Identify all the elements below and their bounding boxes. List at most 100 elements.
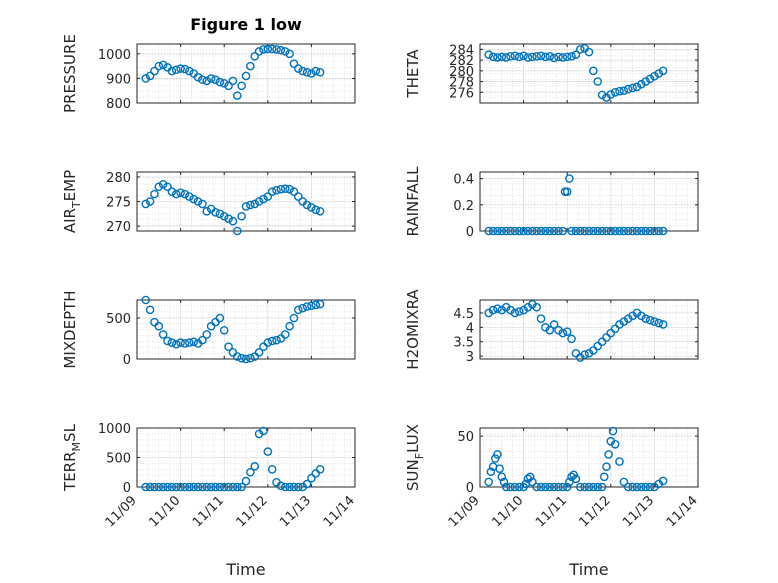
- y-tick-label: 1000: [98, 422, 131, 437]
- axes-box: [136, 299, 356, 360]
- data-point: [484, 226, 494, 236]
- data-point: [158, 179, 168, 189]
- data-point: [584, 47, 594, 57]
- data-point: [632, 226, 642, 236]
- data-point: [289, 313, 299, 323]
- data-point: [272, 185, 281, 195]
- data-point: [567, 334, 576, 344]
- data-point: [490, 454, 500, 463]
- y-axis-label-main: MIXDEPTH: [61, 290, 79, 368]
- data-point: [228, 76, 238, 86]
- data-point: [541, 52, 550, 62]
- data-point: [185, 192, 194, 201]
- data-point: [637, 79, 646, 89]
- data-point: [167, 187, 177, 196]
- data-point: [493, 226, 502, 236]
- data-point: [654, 69, 664, 78]
- data-point: [597, 482, 607, 492]
- data-point: [575, 226, 585, 236]
- y-axis-label-subscript: M: [70, 442, 83, 452]
- data-point: [285, 321, 294, 331]
- data-point: [593, 482, 603, 492]
- data-point: [145, 71, 155, 81]
- data-point: [171, 189, 181, 199]
- data-point: [150, 189, 159, 199]
- y-axis-label-subscript: F: [413, 453, 426, 459]
- data-point: [610, 324, 620, 334]
- data-point: [145, 305, 155, 315]
- data-point: [532, 226, 541, 236]
- data-point: [267, 464, 277, 474]
- data-point: [180, 189, 190, 199]
- data-point: [167, 482, 177, 492]
- data-point: [246, 467, 255, 477]
- data-point: [484, 50, 494, 60]
- data-point: [495, 464, 504, 473]
- data-point: [311, 66, 321, 76]
- data-point: [641, 482, 650, 492]
- data-point: [606, 90, 616, 99]
- data-point: [569, 470, 579, 480]
- data-point: [549, 482, 559, 492]
- data-point: [567, 52, 576, 61]
- data-point: [623, 84, 633, 94]
- data-point: [202, 330, 212, 339]
- y-axis-label-main: H2OMIXRA: [404, 289, 422, 370]
- data-point: [289, 187, 299, 196]
- data-point: [150, 482, 159, 492]
- data-point: [597, 337, 607, 347]
- data-point: [180, 339, 190, 348]
- y-tick-label: 270: [106, 220, 131, 235]
- data-point: [532, 302, 541, 312]
- data-point: [641, 226, 650, 236]
- data-point: [267, 44, 277, 54]
- data-point: [528, 52, 537, 62]
- data-point: [267, 336, 277, 346]
- data-point: [263, 44, 273, 54]
- data-point: [606, 328, 616, 338]
- y-tick-label: 282: [449, 54, 474, 69]
- data-point: [158, 482, 168, 492]
- data-point: [276, 481, 286, 491]
- data-point: [602, 462, 611, 471]
- data-point: [294, 64, 303, 73]
- data-point: [562, 327, 572, 336]
- data-point: [219, 211, 229, 221]
- data-point: [232, 226, 242, 236]
- data-point: [163, 182, 172, 192]
- data-point: [602, 226, 611, 236]
- data-point: [215, 77, 225, 87]
- figure-title: Figure 1 low: [190, 15, 302, 34]
- data-point: [202, 76, 212, 86]
- data-point: [623, 226, 633, 236]
- data-point: [593, 341, 603, 351]
- y-axis-label-subscript: T: [70, 201, 83, 209]
- data-point: [650, 317, 659, 326]
- data-point: [558, 53, 568, 62]
- data-point: [193, 197, 203, 206]
- data-point: [232, 352, 242, 361]
- data-point: [523, 53, 533, 62]
- data-point: [641, 77, 650, 86]
- data-point: [241, 71, 251, 81]
- data-point: [541, 482, 550, 492]
- y-tick-label: 500: [106, 452, 131, 467]
- y-axis-label: RAINFALL: [404, 166, 422, 237]
- data-point: [514, 52, 524, 62]
- data-point: [298, 303, 307, 313]
- data-point: [650, 226, 659, 236]
- subplot-4: 0 0.2 0.4 RAINFALL: [404, 166, 699, 240]
- data-point: [645, 315, 655, 325]
- data-point: [163, 482, 172, 492]
- data-point: [198, 199, 207, 209]
- data-point: [180, 482, 190, 492]
- data-point: [259, 45, 268, 54]
- data-point: [189, 194, 198, 204]
- data-point: [608, 426, 618, 436]
- data-point: [562, 187, 572, 196]
- data-point: [254, 197, 264, 206]
- data-point: [224, 214, 233, 224]
- subplot-3: 270 275 280 AIRTEMP: [61, 170, 356, 236]
- data-point: [259, 426, 268, 436]
